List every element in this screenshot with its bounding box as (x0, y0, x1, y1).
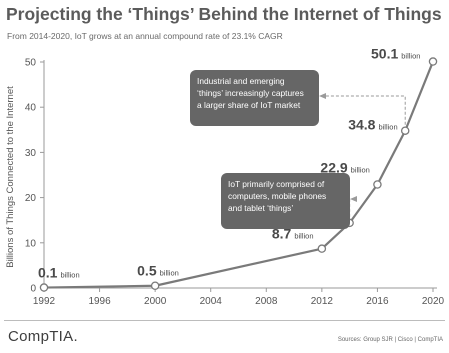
callout-consumer-line-2: computers, mobile phones (228, 190, 327, 201)
data-point-1992 (39, 283, 49, 292)
x-tick-label: 2004 (200, 296, 223, 307)
data-label-value: 22.9 (320, 159, 347, 175)
x-tick-label: 2000 (144, 296, 167, 307)
x-tick-label: 2008 (255, 296, 278, 307)
callout-industrial-line-2: ‘things’ increasingly captures (197, 87, 304, 98)
data-label-2020: 50.1 billion (371, 46, 420, 62)
y-tick-label: 0 (30, 284, 36, 295)
data-point-2016 (373, 180, 382, 189)
comptia-logo: CompTIA. (8, 328, 78, 345)
x-tick-label: 2020 (422, 296, 445, 307)
data-label-unit: billion (401, 52, 420, 61)
data-label-value: 8.7 (272, 226, 292, 242)
callout-consumer: IoT primarily comprised of computers, mo… (221, 173, 350, 229)
footer-divider (4, 320, 445, 321)
x-tick-label: 1992 (33, 296, 56, 307)
data-point-2020 (428, 57, 438, 66)
x-tick-label: 2012 (311, 296, 334, 307)
data-label-2016: 22.9 billion (320, 159, 369, 175)
data-point-2012 (317, 244, 327, 253)
data-label-unit: billion (378, 123, 397, 132)
data-label-value: 0.1 (38, 265, 58, 281)
data-label-value: 34.8 (348, 117, 375, 133)
chart-subtitle: From 2014-2020, IoT grows at an annual c… (7, 31, 283, 41)
data-label-unit: billion (160, 269, 179, 278)
callout-industrial-connector (325, 95, 406, 125)
data-label-2000: 0.5 billion (137, 263, 179, 279)
data-label-unit: billion (60, 271, 79, 280)
callout-consumer-line-1: IoT primarily comprised of (228, 179, 325, 189)
callout-consumer-line-3: and tablet ‘things’ (228, 202, 294, 213)
y-tick-label: 10 (25, 238, 37, 249)
data-label-unit: billion (351, 165, 370, 174)
data-point-2000 (150, 281, 160, 290)
callout-consumer-arrowhead (350, 196, 357, 202)
callout-industrial-line-1: Industrial and emerging (197, 76, 285, 86)
y-axis-title: Billions of Things Connected to the Inte… (5, 86, 16, 268)
data-label-1992: 0.1 billion (38, 265, 80, 281)
data-label-2018: 34.8 billion (348, 117, 397, 133)
x-tick-label: 1996 (88, 296, 111, 307)
data-label-value: 0.5 (137, 263, 157, 279)
data-label-unit: billion (294, 232, 313, 241)
x-tick-label: 2016 (366, 296, 389, 307)
data-point-2018 (400, 126, 410, 135)
y-tick-label: 20 (25, 193, 37, 204)
callout-industrial-arrowhead (319, 93, 326, 99)
callout-industrial-line-3: a larger share of IoT market (197, 99, 301, 110)
chart-title: Projecting the ‘Things’ Behind the Inter… (6, 4, 442, 24)
sources-note: Sources: Group SJR | Cisco | CompTIA (337, 337, 443, 343)
y-tick-label: 30 (25, 148, 37, 159)
callout-industrial: Industrial and emerging ‘things’ increas… (190, 70, 319, 126)
data-label-value: 50.1 (371, 46, 398, 62)
data-label-2012: 8.7 billion (272, 226, 314, 242)
y-tick-label: 50 (25, 58, 37, 69)
y-tick-label: 40 (25, 103, 37, 114)
